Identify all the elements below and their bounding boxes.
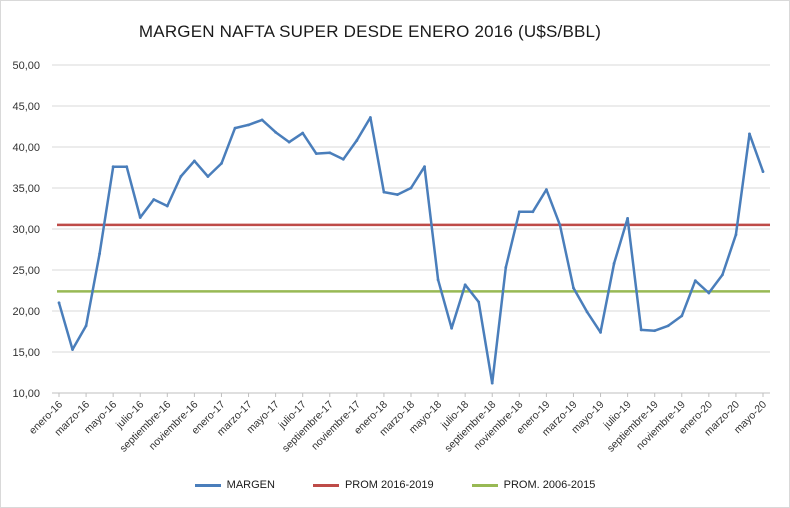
data-point-margen [206,175,210,178]
legend-item-prom-2016-2019: PROM 2016-2019 [312,479,434,491]
data-point-margen [382,190,386,194]
data-point-margen [517,210,521,214]
legend-swatch-margen [194,483,221,487]
data-point-margen [260,118,264,122]
data-point-margen [125,165,129,169]
y-tick-label: 25,00 [12,265,40,277]
data-point-margen [396,193,399,196]
data-point-margen [368,116,372,119]
data-point-margen [558,223,562,227]
y-tick-label: 45,00 [12,101,40,113]
data-point-margen [220,162,223,165]
data-point-margen [585,310,589,314]
data-point-margen [666,324,670,328]
y-tick-label: 40,00 [12,142,40,154]
data-point-margen [761,170,765,174]
data-point-margen [653,329,657,333]
data-point-margen [477,300,481,304]
legend-swatch-prom-2016-2019 [312,483,339,487]
data-point-margen [572,286,575,290]
data-point-margen [328,151,332,155]
data-point-margen [138,216,142,219]
data-point-margen [247,123,250,127]
y-tick-label: 15,00 [12,347,40,359]
data-point-margen [680,314,684,318]
legend-label-prom-2016-2019: PROM 2016-2019 [344,479,434,491]
chart-title: MARGEN NAFTA SUPER DESDE ENERO 2016 (U$S… [138,22,602,41]
data-point-margen [98,252,102,256]
data-point-margen [626,216,630,220]
data-point-margen [599,330,602,334]
data-point-margen [111,165,115,169]
data-point-margen [734,233,738,237]
legend-label-prom-2006-2015: PROM. 2006-2015 [503,479,596,491]
data-point-margen [355,139,359,142]
legend-item-margen: MARGEN [194,479,275,491]
data-point-margen [192,159,196,163]
data-point-margen [707,291,711,295]
data-point-margen [233,126,237,130]
data-point-margen [639,328,643,332]
data-point-margen [152,198,156,201]
data-point-margen [341,157,345,161]
y-tick-label: 20,00 [12,306,40,318]
legend-label-margen: MARGEN [226,479,275,491]
y-tick-label: 35,00 [12,183,40,195]
data-point-margen [463,283,467,287]
data-point-margen [423,165,426,169]
legend-swatch-prom-2006-2015 [471,483,498,487]
y-tick-label: 10,00 [12,388,40,400]
chart-legend: MARGEN PROM 2016-2019 PROM. 2006-2015 [0,479,790,491]
data-point-margen [409,186,413,190]
series-line-margen [57,116,765,385]
data-point-margen [450,326,454,330]
data-point-margen [179,175,183,178]
data-point-margen [287,140,291,144]
data-point-margen [301,131,305,135]
y-tick-label: 30,00 [12,224,40,236]
data-point-margen [693,279,697,283]
data-point-margen [436,278,440,282]
data-point-margen [274,130,278,134]
data-point-margen [544,188,548,192]
y-tick-label: 50,00 [12,60,40,72]
data-point-margen [504,266,508,269]
data-point-margen [314,152,318,155]
data-point-margen [748,132,751,136]
data-point-margen [720,273,724,277]
data-point-margen [71,348,74,351]
data-point-margen [612,262,616,265]
legend-item-prom-2006-2015: PROM. 2006-2015 [471,479,596,491]
data-point-margen [84,324,88,328]
data-point-margen [165,204,169,208]
data-point-margen [531,210,535,214]
data-point-margen [490,381,494,385]
data-point-margen [57,301,61,305]
